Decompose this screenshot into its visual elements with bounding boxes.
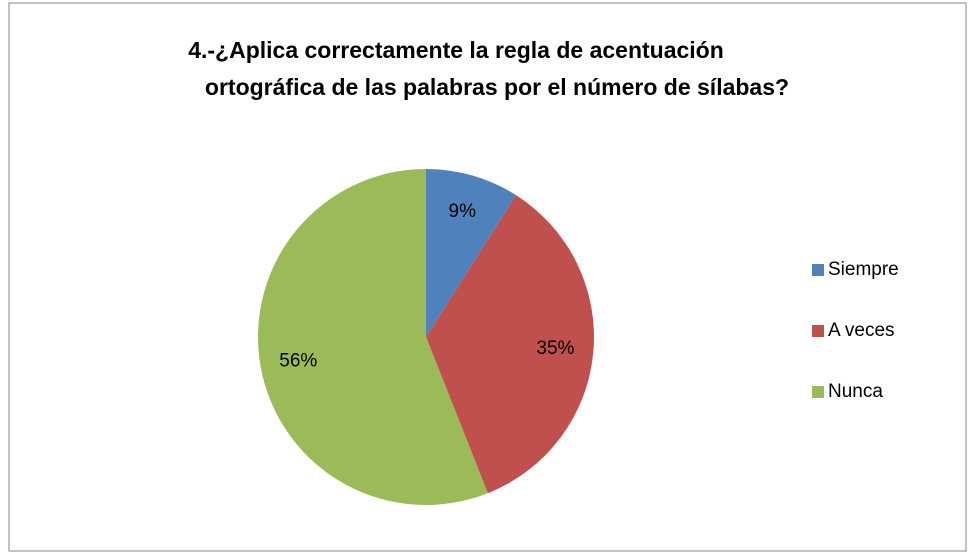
legend-swatch bbox=[812, 264, 824, 276]
legend-swatch bbox=[812, 325, 824, 337]
legend-swatch bbox=[812, 386, 824, 398]
legend-label: A veces bbox=[828, 320, 895, 341]
pie-slice bbox=[426, 169, 517, 337]
chart-title: 4.-¿Aplica correctamente la regla de ace… bbox=[188, 37, 724, 63]
chart-title: ortográfica de las palabras por el númer… bbox=[205, 74, 789, 100]
pie-slice bbox=[426, 195, 594, 494]
legend-label: Siempre bbox=[828, 259, 899, 280]
data-label: 9% bbox=[449, 201, 477, 222]
legend-label: Nunca bbox=[828, 381, 883, 402]
data-label: 35% bbox=[536, 338, 574, 359]
data-label: 56% bbox=[279, 350, 317, 371]
pie-slice bbox=[258, 169, 488, 505]
